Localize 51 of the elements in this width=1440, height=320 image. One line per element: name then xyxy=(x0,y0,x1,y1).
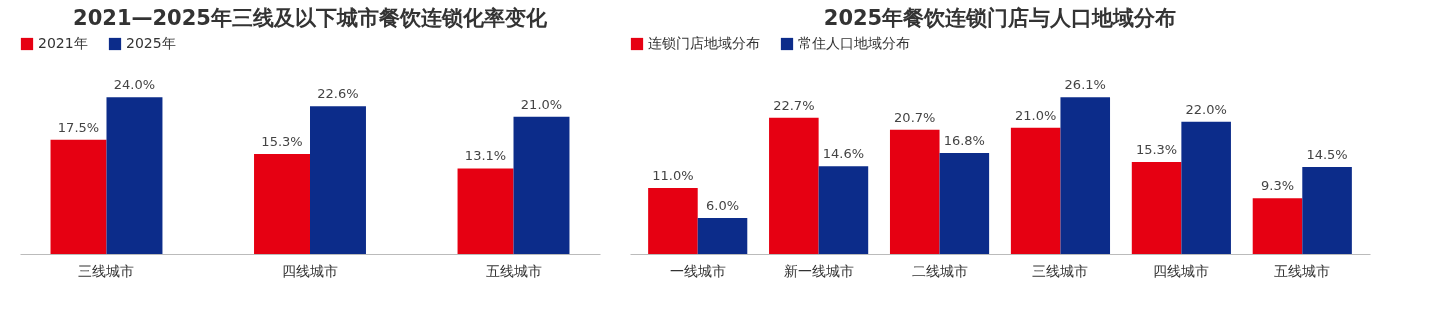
x-tick-label: 五线城市 xyxy=(485,262,542,279)
bar xyxy=(513,116,570,254)
bar xyxy=(939,153,990,254)
data-label: 15.3% xyxy=(1135,142,1178,158)
bar xyxy=(106,97,163,254)
bar xyxy=(818,166,869,254)
x-tick-label: 四线城市 xyxy=(282,262,338,279)
legend-label: 2021年 xyxy=(38,35,88,51)
bar xyxy=(310,106,366,254)
data-label: 17.5% xyxy=(57,119,100,135)
legend-label: 2025年 xyxy=(126,35,176,51)
x-tick-label: 五线城市 xyxy=(1274,262,1331,279)
data-label: 22.7% xyxy=(773,97,815,113)
data-label: 22.0% xyxy=(1185,101,1227,117)
bar xyxy=(1181,121,1231,254)
bar xyxy=(254,154,310,254)
x-tick-label: 三线城市 xyxy=(1032,262,1089,279)
data-label: 13.1% xyxy=(464,148,507,164)
data-label: 15.3% xyxy=(261,134,303,150)
data-label: 21.0% xyxy=(520,96,563,112)
data-label: 14.6% xyxy=(822,146,865,162)
legend-label: 常住人口地域分布 xyxy=(798,35,910,51)
bar xyxy=(1131,162,1182,254)
data-label: 21.0% xyxy=(1015,107,1057,123)
chart-title: 2021—2025年三线及以下城市餐饮连锁化率变化 xyxy=(73,6,548,30)
bar xyxy=(1252,198,1303,254)
x-tick-label: 四线城市 xyxy=(1153,262,1210,279)
data-label: 11.0% xyxy=(652,167,694,183)
data-label: 9.3% xyxy=(1260,178,1295,194)
bar xyxy=(1010,127,1061,254)
bar xyxy=(697,217,748,254)
data-label: 22.6% xyxy=(317,86,359,102)
bar xyxy=(648,187,698,254)
chart-title: 2025年餐饮连锁门店与人口地域分布 xyxy=(823,6,1177,30)
bar xyxy=(457,168,514,254)
x-tick-label: 一线城市 xyxy=(669,262,726,279)
bar xyxy=(889,129,940,254)
x-tick-label: 二线城市 xyxy=(911,262,968,279)
data-label: 24.0% xyxy=(113,77,156,93)
data-label: 6.0% xyxy=(705,197,740,213)
data-label: 16.8% xyxy=(943,133,985,149)
bar xyxy=(50,139,107,254)
bar xyxy=(1302,166,1352,254)
data-label: 26.1% xyxy=(1064,77,1106,93)
x-tick-label: 新一线城市 xyxy=(783,262,854,279)
bar xyxy=(1060,97,1111,254)
x-tick-label: 三线城市 xyxy=(78,262,135,279)
bar xyxy=(769,117,819,254)
data-label: 20.7% xyxy=(894,109,936,125)
data-label: 14.5% xyxy=(1306,146,1348,162)
legend-label: 连锁门店地域分布 xyxy=(648,35,760,51)
